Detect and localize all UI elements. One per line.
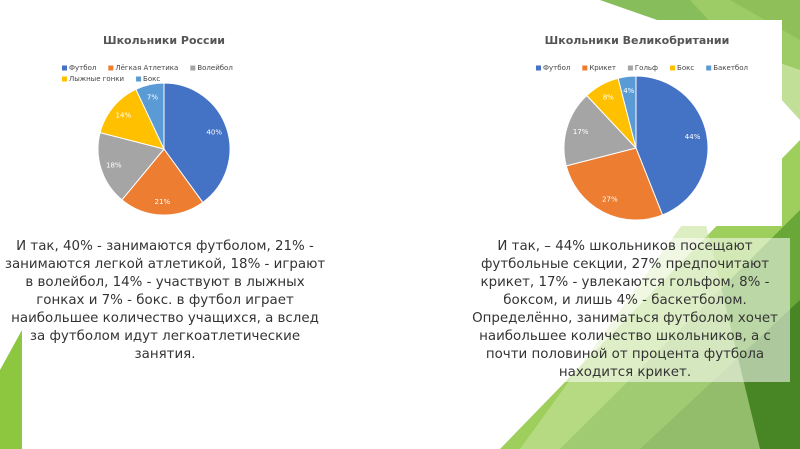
legend-swatch	[62, 76, 67, 82]
pie-slice	[617, 75, 637, 149]
legend-label: Гольф	[635, 64, 658, 72]
data-label: 21%	[155, 198, 171, 206]
pie-slice	[97, 131, 165, 201]
chart-title: Школьники России	[103, 34, 225, 47]
legend-swatch	[190, 65, 196, 71]
legend-label: Бокс	[677, 64, 694, 72]
legend-label: Бокс	[143, 75, 160, 83]
legend-label: Волейбол	[197, 64, 233, 72]
pie-slice	[635, 75, 709, 216]
legend-swatch	[627, 65, 633, 71]
data-label: 27%	[602, 195, 618, 203]
data-label: 14%	[116, 111, 132, 119]
chart-title: Школьники Великобритании	[545, 34, 730, 47]
legend-swatch	[582, 65, 588, 71]
legend-swatch	[536, 65, 541, 71]
paragraph: И так, – 44% школьников посещают футболь…	[460, 238, 790, 382]
pie-slice	[121, 148, 204, 216]
data-label: 8%	[603, 94, 614, 102]
pie-slice	[565, 147, 664, 221]
paragraph: И так, 40% - занимаются футболом, 21% - …	[4, 239, 326, 362]
pie-slice	[563, 94, 637, 167]
legend-label: Лыжные гонки	[69, 75, 124, 83]
legend-label: Футбол	[543, 64, 570, 72]
pie-slice	[99, 88, 165, 150]
data-label: 18%	[106, 161, 122, 169]
data-label: 7%	[147, 93, 158, 101]
pie-slice	[163, 82, 231, 204]
legend-label: Крикет	[589, 64, 616, 72]
legend-swatch	[706, 65, 712, 71]
legend-label: Лёгкая Атлетика	[115, 64, 178, 72]
data-label: 4%	[623, 87, 634, 95]
legend-swatch	[108, 65, 114, 71]
data-label: 17%	[573, 128, 589, 136]
data-label: 40%	[206, 129, 222, 137]
legend-swatch	[670, 65, 676, 71]
pie-slice	[135, 82, 165, 150]
legend-label: Бакетбол	[713, 64, 748, 72]
data-label: 44%	[685, 133, 701, 141]
legend-label: Футбол	[69, 64, 96, 72]
legend-swatch	[136, 76, 142, 82]
legend-swatch	[62, 65, 67, 71]
